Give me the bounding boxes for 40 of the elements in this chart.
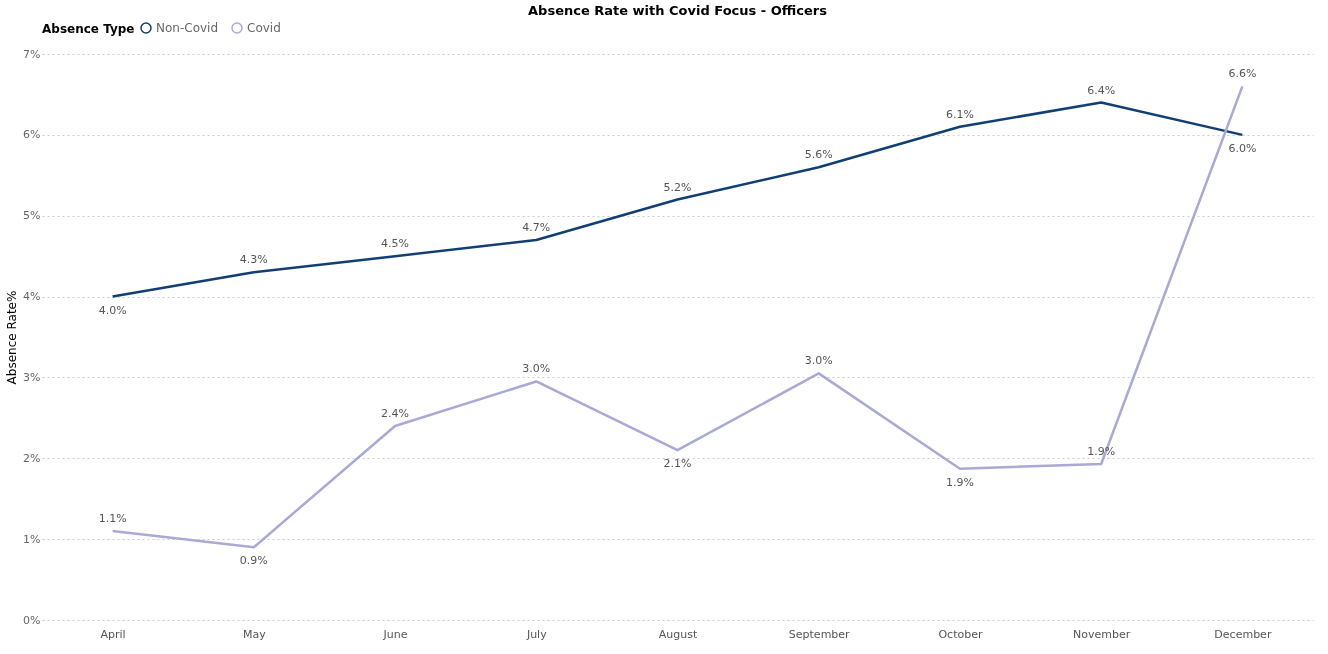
data-label: 1.9% bbox=[945, 475, 974, 489]
data-label: 2.1% bbox=[663, 457, 692, 471]
x-tick-label: May bbox=[242, 627, 267, 641]
x-tick-label: June bbox=[382, 627, 408, 641]
y-tick-label: 0% bbox=[23, 613, 41, 627]
y-tick-label: 4% bbox=[23, 290, 41, 304]
data-label: 3.0% bbox=[804, 354, 833, 368]
data-label: 6.6% bbox=[1228, 67, 1257, 81]
data-label: 4.3% bbox=[239, 253, 268, 267]
data-label: 3.0% bbox=[522, 362, 551, 376]
data-label: 1.9% bbox=[1087, 444, 1116, 458]
x-tick-label: August bbox=[658, 627, 698, 641]
x-tick-label: November bbox=[1073, 627, 1131, 641]
data-label: 5.2% bbox=[663, 180, 692, 194]
data-label: 5.6% bbox=[804, 148, 833, 162]
y-tick-label: 7% bbox=[23, 47, 41, 61]
data-label: 4.7% bbox=[522, 220, 551, 234]
x-tick-label: September bbox=[788, 627, 851, 641]
y-tick-label: 5% bbox=[23, 209, 41, 223]
data-label: 0.9% bbox=[239, 554, 268, 568]
y-tick-label: 1% bbox=[23, 532, 41, 546]
y-tick-label: 2% bbox=[23, 451, 41, 465]
data-label: 4.5% bbox=[381, 237, 410, 251]
data-label: 1.1% bbox=[98, 512, 127, 526]
legend-title: Absence Type bbox=[42, 22, 135, 36]
data-label: 2.4% bbox=[381, 406, 410, 420]
x-tick-label: October bbox=[938, 627, 983, 641]
data-label: 6.4% bbox=[1087, 83, 1116, 97]
x-tick-label: July bbox=[525, 627, 548, 641]
x-tick-label: December bbox=[1214, 627, 1272, 641]
data-label: 4.0% bbox=[98, 303, 127, 317]
chart-title: Absence Rate with Covid Focus - Officers bbox=[528, 3, 828, 18]
y-tick-label: 6% bbox=[23, 128, 41, 142]
legend-label: Covid bbox=[247, 21, 281, 35]
data-label: 6.0% bbox=[1228, 141, 1257, 155]
legend-label: Non-Covid bbox=[156, 21, 219, 35]
y-axis-title: Absence Rate% bbox=[5, 290, 20, 385]
x-tick-label: April bbox=[100, 627, 126, 641]
data-label: 6.1% bbox=[945, 107, 974, 121]
y-tick-label: 3% bbox=[23, 370, 41, 384]
